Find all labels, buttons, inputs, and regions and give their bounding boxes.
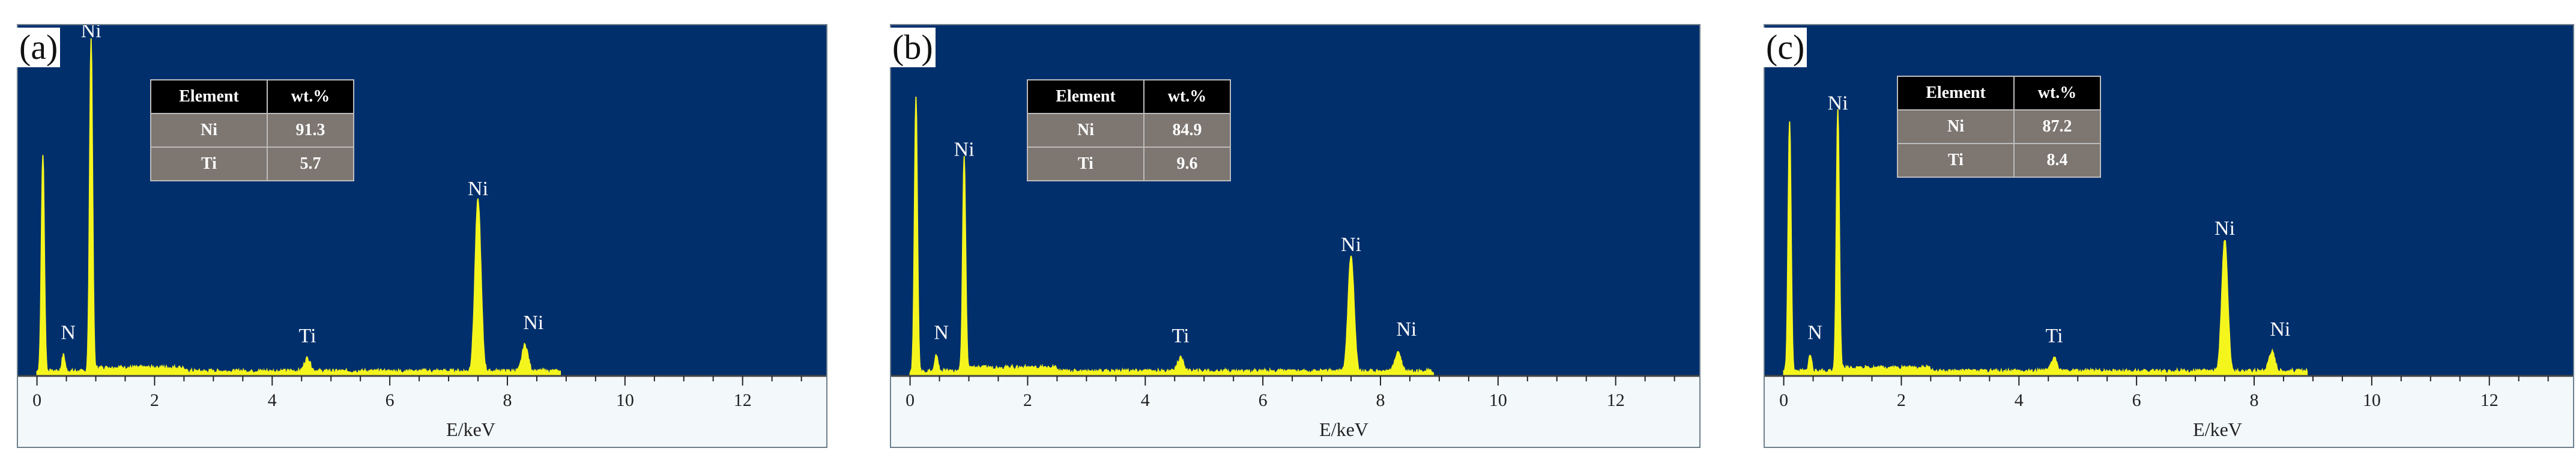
table-row: Ni 87.2 xyxy=(1897,109,2101,144)
peak-label: Ni xyxy=(2215,217,2235,240)
x-axis-area xyxy=(890,376,1701,448)
table-header-wt: wt.% xyxy=(2013,76,2101,110)
x-tick-label: 2 xyxy=(1023,390,1032,410)
panel-label: (c) xyxy=(1764,28,1807,67)
table-header-row: Element wt.% xyxy=(1027,79,1231,114)
table-header-wt: wt.% xyxy=(1143,79,1231,114)
x-tick-label: 6 xyxy=(385,390,395,410)
table-header-element: Element xyxy=(1897,76,2015,110)
x-tick-label: 6 xyxy=(1259,390,1268,410)
x-tick-label: 4 xyxy=(2015,390,2024,410)
table-header-wt: wt.% xyxy=(267,79,354,114)
table-cell: Ti xyxy=(1027,147,1144,181)
table-cell: 91.3 xyxy=(267,113,354,148)
table-row: Ti 8.4 xyxy=(1897,143,2101,178)
x-tick-label: 4 xyxy=(268,390,277,410)
x-axis-label: E/keV xyxy=(1319,419,1368,440)
peak-label: Ni xyxy=(1828,92,1848,115)
table-cell: Ni xyxy=(1027,113,1144,148)
composition-table: Element wt.% Ni 91.3 Ti 5.7 xyxy=(150,79,354,181)
x-tick-label: 0 xyxy=(906,390,915,410)
peak-label: Ni xyxy=(81,20,101,42)
x-axis-area xyxy=(1764,376,2574,448)
panel-label: (a) xyxy=(17,28,61,67)
eds-panel-b: N Ni Ti Ni Ni 0 2 4 6 8 10 12 E/keV (b) Element wt.%… xyxy=(890,24,1701,448)
table-header-row: Element wt.% xyxy=(150,79,354,114)
peak-label: Ni xyxy=(1396,318,1416,340)
peak-label: Ni xyxy=(2270,318,2290,340)
peak-label: Ni xyxy=(954,138,975,160)
plot-area xyxy=(890,24,1701,376)
table-row: Ni 84.9 xyxy=(1027,113,1231,148)
eds-panel-c: N Ni Ti Ni Ni 0 2 4 6 8 10 12 E/keV (c) Element wt.%… xyxy=(1764,24,2574,448)
peak-label: N xyxy=(1807,322,1822,344)
x-axis-label: E/keV xyxy=(2193,419,2242,440)
peak-label: Ti xyxy=(2046,325,2063,347)
peak-label: Ti xyxy=(299,325,316,347)
table-row: Ti 5.7 xyxy=(150,147,354,181)
x-tick-label: 4 xyxy=(1141,390,1150,410)
x-tick-label: 8 xyxy=(2249,390,2258,410)
panel-label: (b) xyxy=(890,28,936,67)
table-header-element: Element xyxy=(1027,79,1144,114)
table-cell: Ni xyxy=(150,113,268,148)
spectrum-series xyxy=(1783,109,2308,377)
spectrum-series xyxy=(909,97,1435,377)
composition-table: Element wt.% Ni 84.9 Ti 9.6 xyxy=(1027,79,1231,181)
x-tick-label: 6 xyxy=(2132,390,2141,410)
x-axis-area xyxy=(17,376,827,448)
peak-label: N xyxy=(934,322,949,344)
x-tick-label: 0 xyxy=(32,390,41,410)
x-tick-label: 12 xyxy=(734,390,752,410)
x-tick-label: 10 xyxy=(2363,390,2381,410)
table-header-row: Element wt.% xyxy=(1897,76,2101,110)
table-cell: Ti xyxy=(1897,143,2015,178)
x-tick-label: 2 xyxy=(150,390,159,410)
x-tick-label: 10 xyxy=(616,390,634,410)
x-tick-label: 12 xyxy=(1607,390,1625,410)
table-cell: 9.6 xyxy=(1143,147,1231,181)
peak-label: Ni xyxy=(1341,234,1361,256)
table-row: Ni 91.3 xyxy=(150,113,354,148)
composition-table: Element wt.% Ni 87.2 Ti 8.4 xyxy=(1897,76,2101,178)
x-tick-label: 10 xyxy=(1489,390,1507,410)
peak-label: Ni xyxy=(468,178,488,200)
peak-label: Ti xyxy=(1172,325,1190,347)
table-header-element: Element xyxy=(150,79,268,114)
table-cell: 8.4 xyxy=(2013,143,2101,178)
peak-label: Ni xyxy=(523,312,543,334)
x-tick-label: 0 xyxy=(1779,390,1788,410)
x-tick-label: 8 xyxy=(503,390,512,410)
eds-panel-a: N Ni Ti Ni Ni 0 2 4 6 8 10 12 E/keV (a) Element wt.%… xyxy=(17,20,827,448)
x-tick-label: 2 xyxy=(1897,390,1906,410)
table-cell: Ti xyxy=(150,147,268,181)
spectrum-series xyxy=(36,38,561,377)
table-cell: 5.7 xyxy=(267,147,354,181)
table-cell: 84.9 xyxy=(1143,113,1231,148)
table-cell: Ni xyxy=(1897,109,2015,144)
peak-label: N xyxy=(61,322,76,344)
x-tick-label: 12 xyxy=(2481,390,2499,410)
x-tick-label: 8 xyxy=(1376,390,1385,410)
table-row: Ti 9.6 xyxy=(1027,147,1231,181)
x-axis-label: E/keV xyxy=(446,419,495,440)
table-cell: 87.2 xyxy=(2013,109,2101,144)
